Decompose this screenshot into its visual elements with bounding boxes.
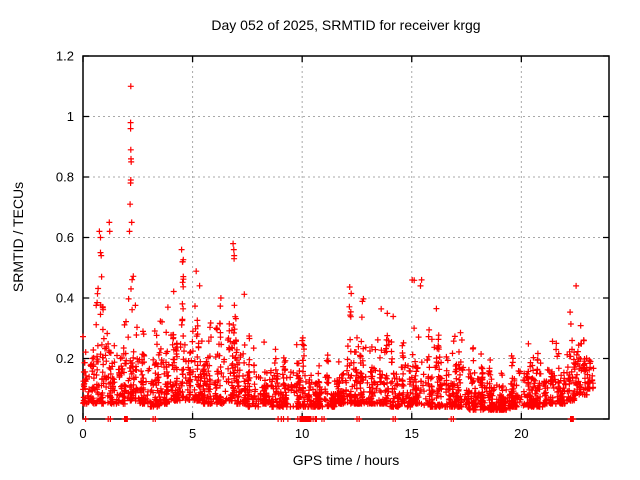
y-axis-label: SRMTID / TECUs <box>10 181 26 293</box>
x-tick-label: 20 <box>514 426 528 441</box>
y-tick-label: 0.2 <box>56 351 74 366</box>
y-tick-label: 1 <box>67 109 74 124</box>
y-tick-label: 1.2 <box>56 49 74 64</box>
x-tick-label: 15 <box>405 426 419 441</box>
x-tick-label: 0 <box>79 426 86 441</box>
x-tick-label: 5 <box>189 426 196 441</box>
grid-lines <box>83 56 609 419</box>
y-tick-label: 0.6 <box>56 230 74 245</box>
chart-title: Day 052 of 2025, SRMTID for receiver krg… <box>211 17 481 33</box>
plot-border <box>82 55 610 420</box>
y-tick-label: 0.8 <box>56 170 74 185</box>
y-tick-label: 0 <box>67 412 74 427</box>
scatter-points <box>80 83 597 422</box>
x-tick-label: 10 <box>295 426 309 441</box>
x-axis-label: GPS time / hours <box>292 452 400 468</box>
y-tick-label: 0.4 <box>56 291 74 306</box>
